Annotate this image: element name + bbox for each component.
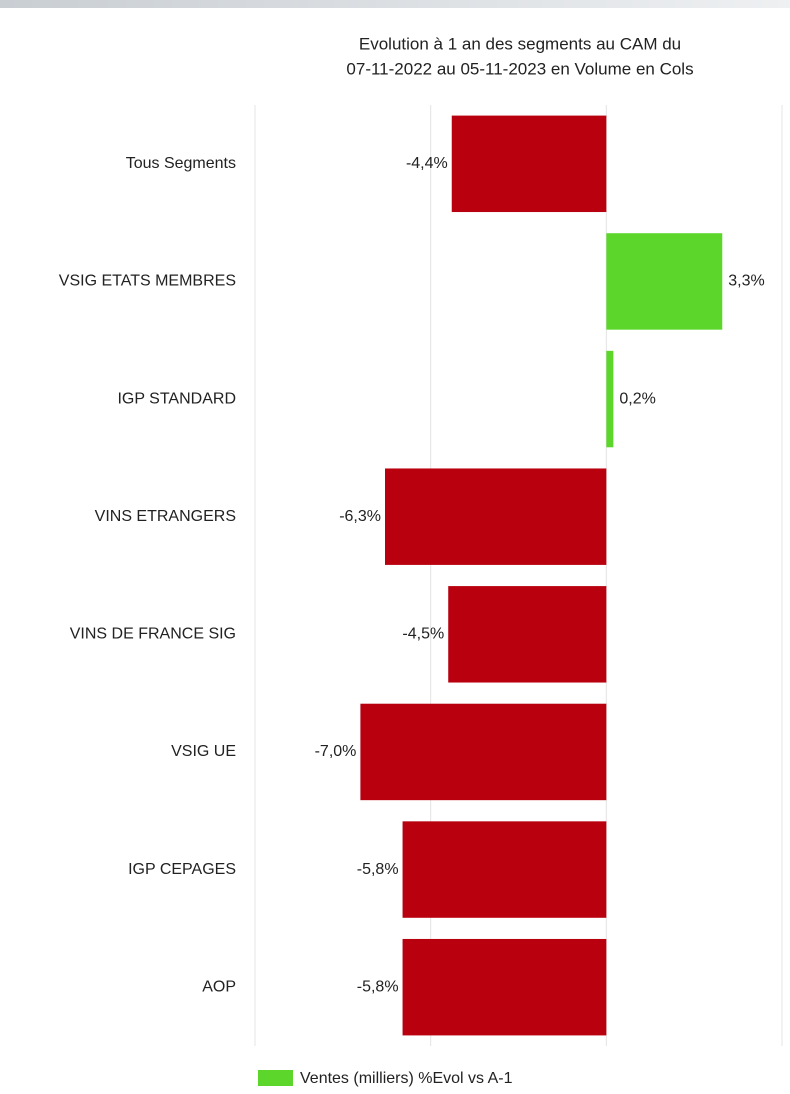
value-label: -4,5% xyxy=(402,626,444,643)
chart-title: Evolution à 1 an des segments au CAM du xyxy=(359,34,681,53)
value-label: -5,8% xyxy=(357,861,399,878)
y-tick-label: IGP CEPAGES xyxy=(128,861,236,878)
value-label: -5,8% xyxy=(357,978,399,995)
value-label: -7,0% xyxy=(315,743,357,760)
value-label: 3,3% xyxy=(728,273,764,290)
y-tick-label: Tous Segments xyxy=(126,155,236,172)
legend-swatch xyxy=(258,1070,293,1086)
value-label: 0,2% xyxy=(619,390,655,407)
y-tick-label: VSIG ETATS MEMBRES xyxy=(59,273,236,290)
value-label: -6,3% xyxy=(339,508,381,525)
top-strip xyxy=(0,0,790,8)
y-tick-label: AOP xyxy=(202,978,236,995)
y-tick-label: VINS ETRANGERS xyxy=(95,508,236,525)
bar xyxy=(606,233,723,330)
bar xyxy=(448,586,607,683)
y-tick-label: VINS DE FRANCE SIG xyxy=(70,626,236,643)
chart-title: 07-11-2022 au 05-11-2023 en Volume en Co… xyxy=(346,59,693,78)
y-tick-label: VSIG UE xyxy=(171,743,236,760)
bar xyxy=(384,468,607,565)
bar xyxy=(360,703,607,801)
value-label: -4,4% xyxy=(406,155,448,172)
legend-label: Ventes (milliers) %Evol vs A-1 xyxy=(300,1070,513,1087)
bar xyxy=(451,115,607,213)
bar xyxy=(402,938,607,1036)
bar xyxy=(402,821,607,918)
bar xyxy=(606,350,614,448)
y-tick-label: IGP STANDARD xyxy=(117,390,236,407)
